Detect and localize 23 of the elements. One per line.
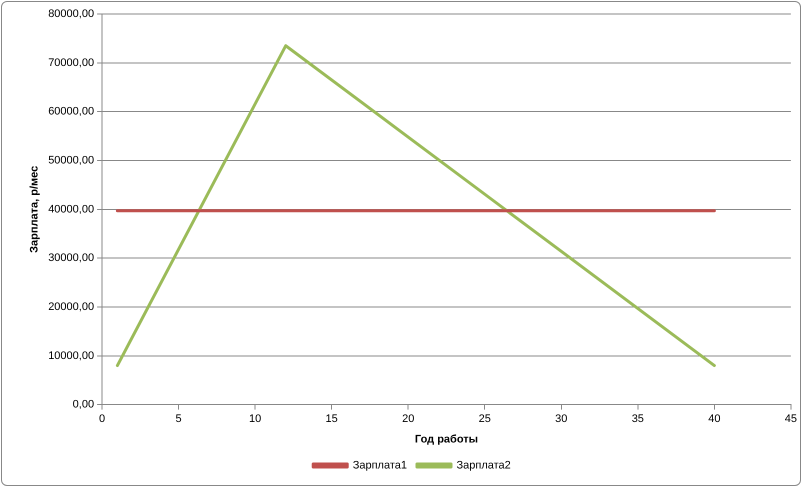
- y-tick-label: 20000,00: [48, 300, 94, 313]
- x-tick-label: 40: [708, 413, 720, 426]
- y-tick-label: 60000,00: [48, 106, 94, 118]
- legend-label: Зарплата1: [352, 460, 407, 472]
- y-tick-label: 10000,00: [48, 350, 94, 362]
- x-tick-label: 25: [478, 413, 491, 426]
- y-tick-label: 40000,00: [48, 203, 94, 216]
- y-tick-label: 70000,00: [48, 56, 94, 69]
- y-tick-label: 50000,00: [48, 154, 94, 167]
- x-tick-label: 20: [402, 413, 414, 426]
- y-tick-label: 80000,00: [48, 8, 94, 20]
- x-axis-title: Год работы: [414, 433, 478, 446]
- x-tick-label: 10: [249, 413, 262, 426]
- x-tick-label: 5: [176, 413, 182, 426]
- legend-label: Зарплата2: [456, 460, 511, 472]
- x-tick-label: 45: [784, 413, 798, 426]
- y-tick-label: 30000,00: [48, 252, 94, 264]
- x-tick-label: 15: [326, 413, 338, 426]
- y-axis-title: Зарплата, р/мес: [28, 166, 41, 253]
- x-tick-label: 30: [555, 413, 568, 426]
- y-tick-label: 0,00: [72, 398, 94, 411]
- x-tick-label: 0: [99, 413, 106, 426]
- x-tick-label: 35: [632, 413, 644, 426]
